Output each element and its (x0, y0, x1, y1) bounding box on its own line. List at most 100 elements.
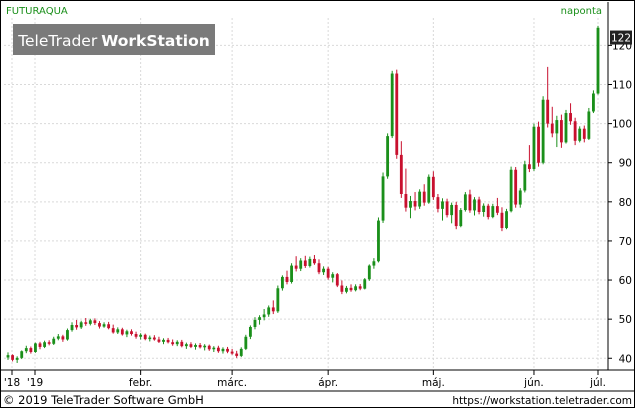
candle-body (75, 325, 79, 328)
candle-body (335, 274, 339, 286)
candle-body (276, 288, 280, 312)
candle-body (29, 348, 33, 353)
candle-body (578, 128, 582, 141)
logo-bold: WorkStation (101, 32, 210, 50)
candle-body (143, 334, 147, 340)
candle-body (317, 263, 321, 273)
candle-body (11, 355, 14, 360)
candle-body (399, 154, 403, 194)
candle-body (70, 325, 74, 331)
candle-body (180, 341, 184, 347)
candle-body (587, 111, 591, 139)
candle-body (537, 126, 540, 163)
candle-body (340, 285, 344, 292)
candle-body (175, 341, 179, 345)
candle-body (500, 212, 504, 229)
candle-body (294, 265, 298, 269)
candles (6, 25, 600, 363)
candle-body (134, 334, 138, 337)
source-url[interactable]: https://workstation.teletrader.com (452, 395, 632, 407)
candle-body (463, 194, 467, 211)
candle-body (532, 126, 536, 169)
candle-body (248, 326, 252, 337)
candle-body (303, 260, 307, 266)
candle-body (573, 121, 577, 141)
candle-body (20, 351, 24, 358)
candle-body (555, 120, 559, 134)
candle-body (377, 220, 380, 262)
x-tick-label: jún. (523, 377, 544, 389)
candle-body (230, 351, 234, 354)
x-tick-label: '19 (27, 377, 43, 389)
candle-body (326, 268, 330, 278)
candle-body (395, 73, 399, 155)
candle-body (459, 210, 463, 227)
candle-body (409, 201, 412, 208)
last-price-marker (610, 30, 632, 45)
candle-body (281, 276, 284, 289)
candle-body (15, 357, 19, 360)
candle-body (139, 334, 143, 337)
candle-body (363, 279, 367, 289)
candle-body (271, 307, 275, 312)
candle-body (98, 323, 101, 327)
logo-light: TeleTrader (17, 32, 98, 50)
candle-body (308, 258, 312, 266)
candle-body (244, 336, 248, 349)
grid-lines (4, 18, 608, 370)
candle-body (413, 201, 417, 207)
candle-body (212, 347, 216, 350)
candle-body (477, 199, 481, 212)
y-tick-label: 60 (619, 275, 632, 287)
candle-body (66, 330, 69, 340)
x-tick-label: márc. (217, 377, 247, 389)
candle-body (203, 345, 207, 348)
candle-body (354, 286, 358, 291)
candle-body (171, 342, 175, 345)
candle-body (226, 348, 229, 352)
candle-body (418, 191, 422, 207)
candle-body (509, 169, 513, 212)
candle-body (404, 194, 408, 208)
candle-body (546, 99, 550, 124)
x-tick-label: júl. (589, 377, 606, 389)
candle-body (550, 123, 554, 134)
y-tick-label: 40 (619, 353, 632, 365)
candle-body (130, 331, 133, 335)
candle-body (569, 113, 572, 122)
candle-body (331, 274, 335, 278)
candle-body (592, 93, 595, 112)
candle-body (285, 276, 289, 282)
candle-body (235, 353, 239, 356)
candle-body (299, 260, 303, 269)
y-tick-label: 100 (612, 119, 632, 131)
candle-body (454, 204, 458, 227)
candle-body (125, 331, 129, 335)
y-tick-label: 90 (619, 158, 632, 170)
candle-body (84, 322, 88, 324)
copyright-text: © 2019 TeleTrader Software GmbH (3, 393, 204, 407)
candle-body (38, 343, 42, 347)
candle-body (313, 258, 316, 264)
last-price-label: 122 (611, 33, 631, 45)
candle-body (473, 199, 476, 211)
candle-body (107, 324, 111, 329)
candle-body (162, 339, 165, 342)
candle-body (390, 73, 394, 137)
candle-body (495, 206, 499, 213)
candle-body (239, 348, 243, 356)
candle-body (445, 201, 449, 216)
y-tick-label: 50 (619, 314, 632, 326)
candle-body (152, 337, 156, 340)
candle-body (258, 317, 261, 320)
candle-body (207, 345, 211, 350)
candle-body (482, 205, 486, 212)
candle-body (596, 27, 600, 94)
candle-body (24, 348, 28, 352)
candle-body (518, 190, 522, 205)
x-tick-label: máj. (422, 377, 445, 389)
candle-body (116, 329, 120, 333)
